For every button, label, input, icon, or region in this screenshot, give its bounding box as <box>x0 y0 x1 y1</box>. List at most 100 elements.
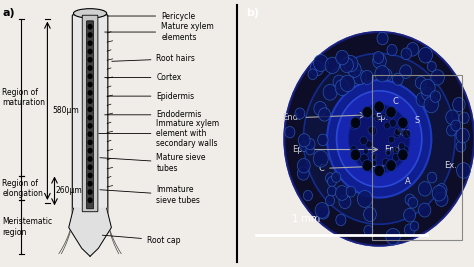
Circle shape <box>88 148 92 153</box>
Text: C: C <box>319 164 325 173</box>
Circle shape <box>88 182 92 186</box>
Circle shape <box>382 113 386 118</box>
Circle shape <box>350 117 361 129</box>
Circle shape <box>319 108 330 121</box>
Circle shape <box>399 143 405 150</box>
Circle shape <box>88 66 92 70</box>
Circle shape <box>405 194 415 205</box>
Circle shape <box>308 69 318 80</box>
Circle shape <box>348 62 361 77</box>
Circle shape <box>427 172 437 183</box>
Circle shape <box>315 203 329 218</box>
Circle shape <box>384 160 392 169</box>
Circle shape <box>371 155 376 160</box>
Circle shape <box>388 136 394 143</box>
Circle shape <box>350 120 358 130</box>
Text: b): b) <box>246 8 259 18</box>
Circle shape <box>353 70 366 85</box>
Circle shape <box>340 75 355 92</box>
Text: Mature xylem
elements: Mature xylem elements <box>105 22 214 42</box>
Text: Root hairs: Root hairs <box>112 54 195 63</box>
Text: Meristematic
region: Meristematic region <box>2 217 53 237</box>
Circle shape <box>387 44 397 56</box>
Text: Pericycle: Pericycle <box>107 11 195 21</box>
Circle shape <box>360 136 367 145</box>
Circle shape <box>456 163 470 178</box>
Circle shape <box>303 53 455 224</box>
Circle shape <box>394 128 401 135</box>
Circle shape <box>386 160 396 171</box>
Bar <box>372 75 462 240</box>
Text: Ep.: Ep. <box>375 113 388 122</box>
Circle shape <box>416 92 429 107</box>
Circle shape <box>360 154 368 163</box>
Circle shape <box>313 55 328 71</box>
Circle shape <box>88 165 92 169</box>
Circle shape <box>364 149 368 154</box>
Circle shape <box>401 48 411 60</box>
Text: Epidermis: Epidermis <box>107 92 194 101</box>
Text: MX: MX <box>396 129 410 138</box>
Circle shape <box>392 147 399 154</box>
Circle shape <box>88 33 92 37</box>
Circle shape <box>373 114 376 118</box>
Circle shape <box>362 160 373 171</box>
Circle shape <box>361 70 374 85</box>
Circle shape <box>373 52 383 64</box>
Circle shape <box>295 108 305 119</box>
Circle shape <box>401 146 409 155</box>
Circle shape <box>332 172 341 182</box>
Circle shape <box>400 65 412 78</box>
Circle shape <box>318 134 328 146</box>
Circle shape <box>88 58 92 62</box>
Circle shape <box>318 206 329 219</box>
Circle shape <box>88 91 92 95</box>
Text: A: A <box>405 177 410 186</box>
Circle shape <box>384 122 390 129</box>
FancyBboxPatch shape <box>72 15 108 215</box>
Text: 580μm: 580μm <box>52 106 79 115</box>
Circle shape <box>336 214 346 226</box>
Circle shape <box>343 56 358 72</box>
Circle shape <box>350 146 357 154</box>
Circle shape <box>364 225 373 235</box>
Circle shape <box>419 203 431 217</box>
FancyBboxPatch shape <box>87 21 93 209</box>
Circle shape <box>392 73 403 85</box>
Circle shape <box>328 176 337 187</box>
Circle shape <box>297 158 310 173</box>
Circle shape <box>88 132 92 136</box>
Circle shape <box>385 149 391 156</box>
Circle shape <box>372 154 377 159</box>
Circle shape <box>88 25 92 29</box>
Circle shape <box>350 149 361 161</box>
Circle shape <box>336 50 349 65</box>
Circle shape <box>327 80 431 198</box>
Circle shape <box>88 190 92 194</box>
Circle shape <box>375 117 379 121</box>
Circle shape <box>335 80 349 96</box>
Circle shape <box>310 61 324 76</box>
Circle shape <box>404 224 415 236</box>
Text: Ep.: Ep. <box>292 145 306 154</box>
Circle shape <box>422 88 433 100</box>
Circle shape <box>404 208 416 222</box>
Circle shape <box>88 41 92 45</box>
Circle shape <box>88 157 92 161</box>
Circle shape <box>446 110 459 125</box>
Text: Region of
maturation: Region of maturation <box>2 88 46 107</box>
Circle shape <box>325 57 339 73</box>
Circle shape <box>337 91 422 187</box>
Circle shape <box>328 186 337 196</box>
Circle shape <box>306 145 315 155</box>
Circle shape <box>323 84 337 100</box>
Circle shape <box>398 149 408 161</box>
Circle shape <box>368 126 374 134</box>
FancyBboxPatch shape <box>82 15 98 212</box>
Text: Ex.: Ex. <box>444 161 457 170</box>
Text: Immature
sieve tubes: Immature sieve tubes <box>100 185 201 205</box>
Circle shape <box>372 160 377 166</box>
Circle shape <box>407 42 419 56</box>
Text: 260μm: 260μm <box>56 186 82 195</box>
Text: Cortex: Cortex <box>105 73 182 82</box>
